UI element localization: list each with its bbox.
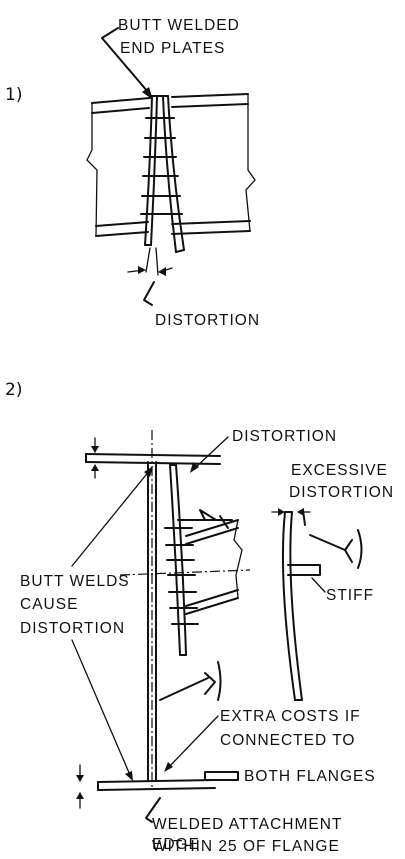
column-web (147, 430, 157, 790)
label-butt-welded-end-plates-line2: END PLATES (120, 40, 225, 57)
label-butt-welds-line3: DISTORTION (20, 620, 125, 637)
diagram-1: 1) BUTT WELDED END PLATES (5, 17, 260, 329)
beam-stub (119, 519, 251, 615)
excessive-distortion-detail (271, 508, 363, 701)
label-butt-welds-line2: CAUSE (20, 596, 78, 613)
label-welded-attachment-line2: WITHIN 25 OF FLANGE (152, 838, 340, 855)
leader-distortion-top (190, 436, 229, 473)
leader-arrow-end-plates (101, 27, 153, 100)
leaders-butt-welds (71, 466, 153, 781)
weld-symbol-top (177, 509, 233, 529)
label-distortion-2: DISTORTION (232, 428, 337, 445)
label-excessive-line2: DISTORTION (289, 484, 394, 501)
end-plates (144, 95, 185, 253)
column-end-plate (164, 464, 199, 656)
welded-attachment-plate (145, 771, 239, 823)
diagram-2-number: 2) (5, 380, 22, 400)
label-extra-costs-line3: BOTH FLANGES (244, 768, 376, 785)
weld-symbol-bottom (159, 661, 222, 701)
right-beam (171, 93, 256, 235)
diagram-1-number: 1) (5, 85, 22, 105)
label-extra-costs-line1: EXTRA COSTS IF (220, 708, 361, 725)
attachment-edge-label: EDGE (152, 836, 200, 853)
label-butt-welded-end-plates-line1: BUTT WELDED (118, 17, 240, 34)
label-extra-costs-line2: CONNECTED TO (220, 732, 355, 749)
leader-extra-costs (164, 715, 219, 772)
left-beam (86, 97, 151, 237)
bolt-ticks (140, 117, 183, 215)
label-excessive-line1: EXCESSIVE (291, 462, 388, 479)
column-bottom-flange (76, 764, 216, 809)
label-distortion-1: DISTORTION (155, 312, 260, 329)
diagram-2: 2) (5, 380, 394, 855)
distortion-indicator (127, 247, 173, 306)
leader-stiff (311, 577, 326, 593)
label-welded-attachment-line1: WELDED ATTACHMENT (152, 816, 342, 833)
column-top-flange (85, 437, 221, 479)
label-butt-welds-line1: BUTT WELDS (20, 573, 130, 590)
label-stiff: STIFF (326, 587, 374, 604)
